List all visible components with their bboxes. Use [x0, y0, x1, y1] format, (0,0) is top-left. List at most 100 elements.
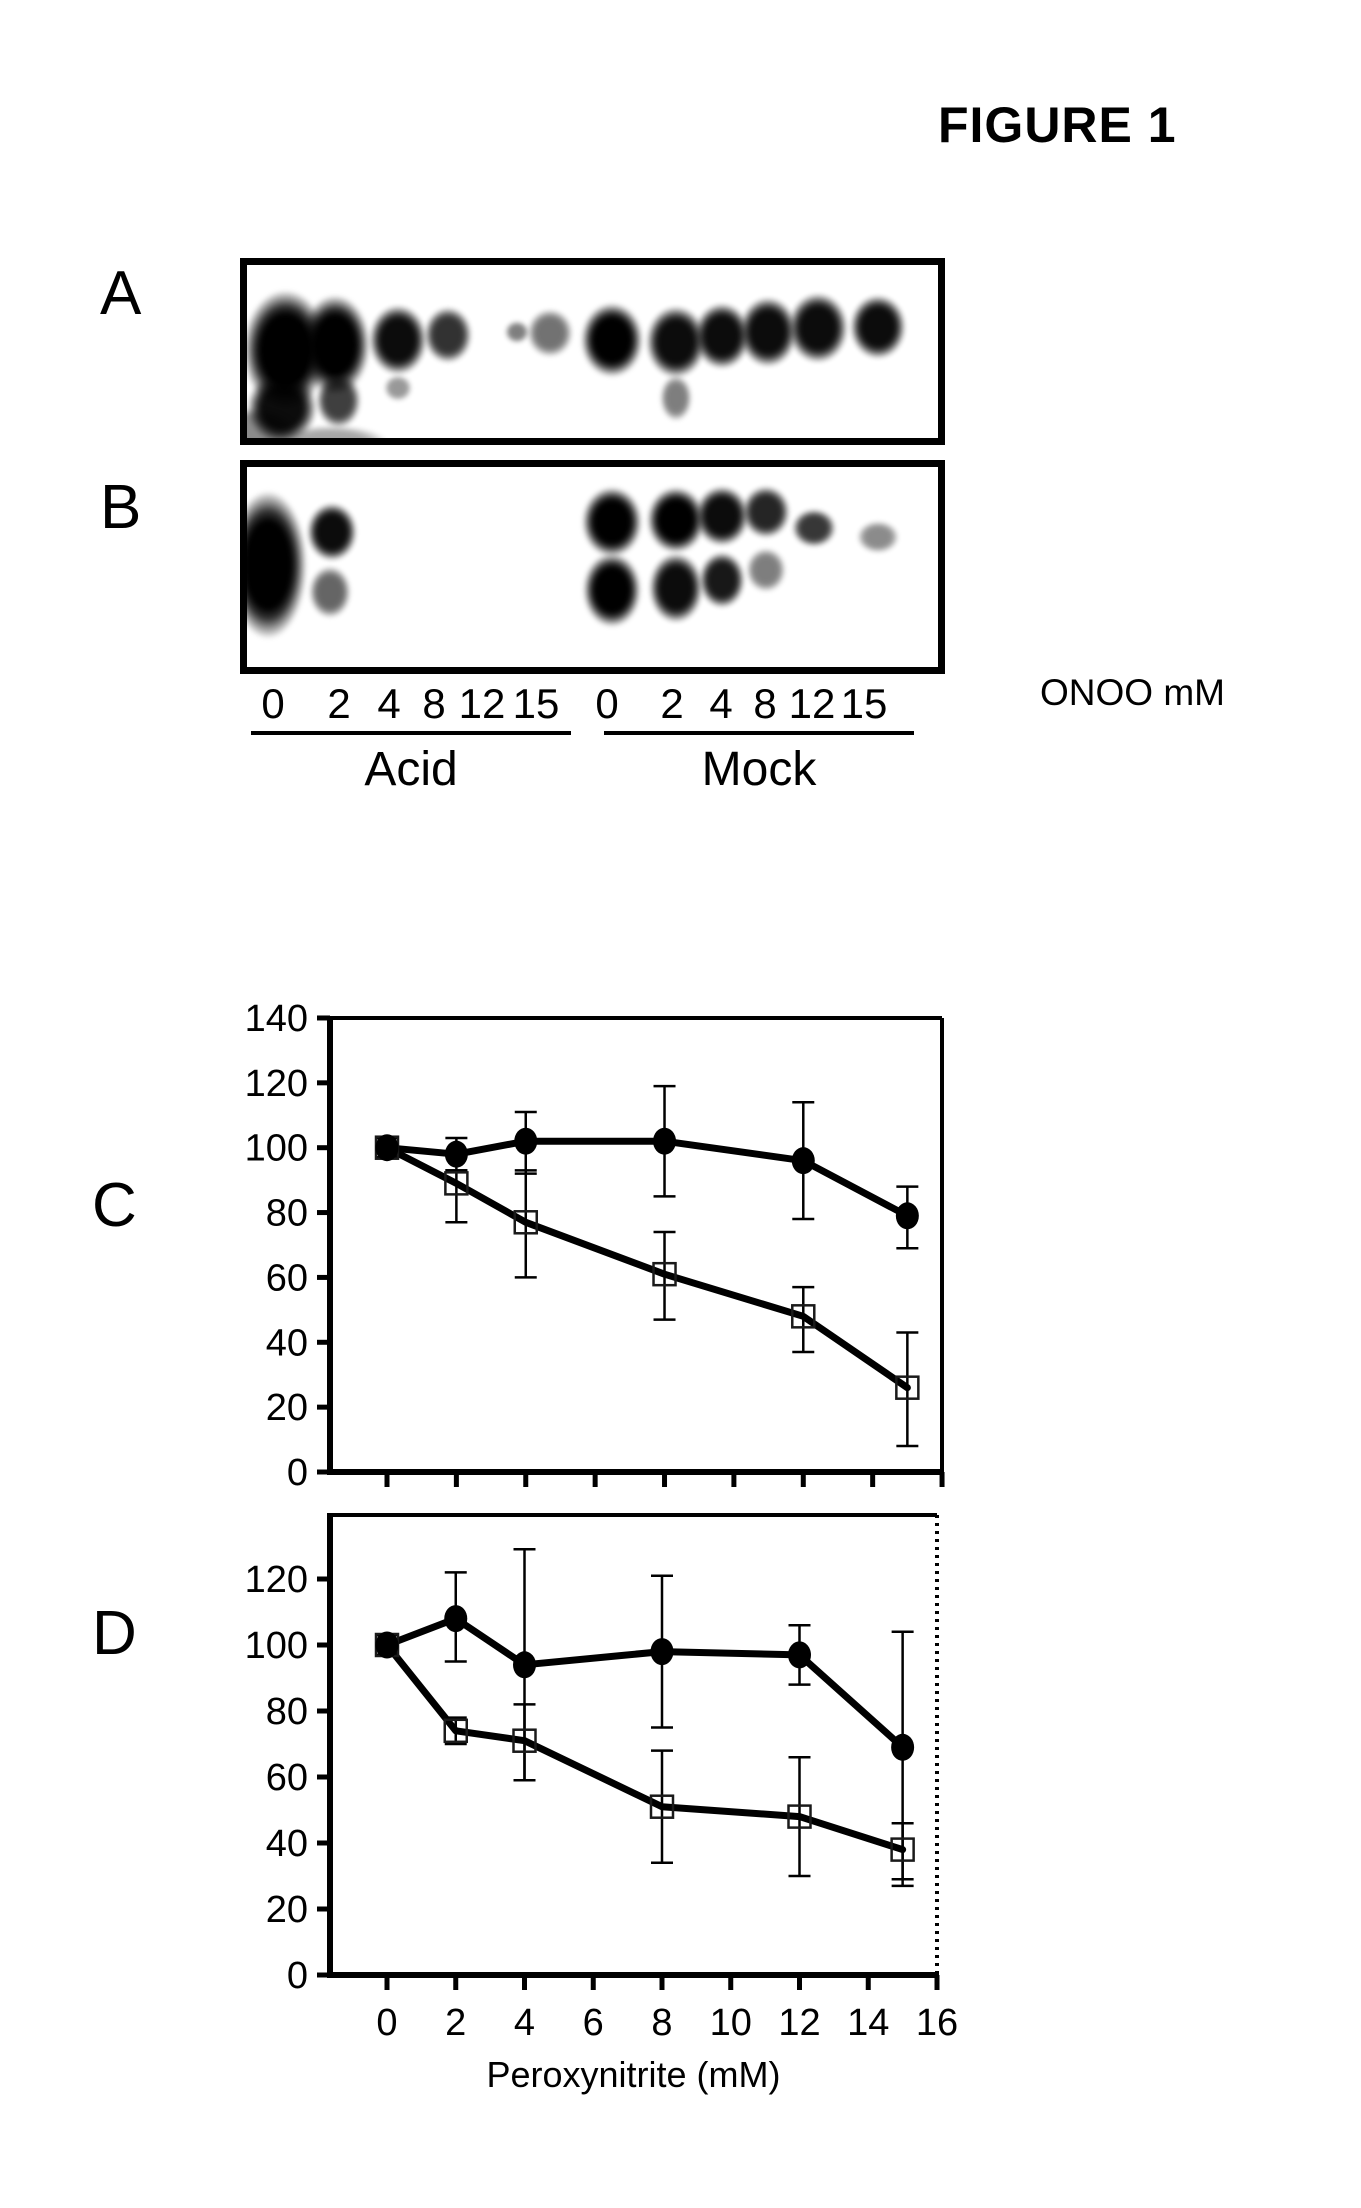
- lane-label-mock-4: 4: [709, 680, 733, 727]
- lane-label-acid-12: 12: [458, 680, 506, 727]
- lane-label-acid-2: 2: [327, 680, 351, 727]
- x-tick-label: 2: [445, 2002, 466, 2044]
- acid-group-line: [251, 731, 571, 735]
- open-square-marker: [890, 1837, 915, 1862]
- blot-spot: [424, 307, 472, 363]
- open-square-marker: [895, 1375, 920, 1400]
- x-tick-label: 12: [778, 2002, 820, 2044]
- x-tick-label: 8: [651, 2002, 672, 2044]
- open-square-series-line: [383, 1144, 911, 1392]
- blot-spot: [384, 375, 412, 401]
- panel-d-label: D: [92, 1599, 137, 1668]
- lane-label-mock-8: 8: [753, 680, 777, 727]
- y-tick-label: 40: [266, 1322, 308, 1364]
- open-square-marker: [444, 1171, 469, 1196]
- onoo-unit-label: ONOO mM: [1040, 672, 1225, 713]
- blot-spot: [850, 295, 906, 359]
- panel-b-label: B: [100, 473, 142, 542]
- lane-label-mock-15: 15: [840, 680, 888, 727]
- y-tick-label: 20: [266, 1889, 308, 1931]
- open-square-marker: [652, 1261, 677, 1287]
- open-square-marker: [649, 1794, 675, 1819]
- filled-circle-marker: [513, 1651, 536, 1679]
- filled-circle-marker: [891, 1733, 915, 1761]
- blot-spot: [272, 424, 388, 438]
- open-square-marker: [787, 1804, 812, 1829]
- y-tick-label: 20: [266, 1387, 308, 1429]
- y-tick-label: 0: [287, 1452, 308, 1494]
- blot-panel-b: [240, 460, 945, 674]
- blot-spot: [581, 303, 643, 377]
- blot-spot: [527, 309, 573, 357]
- open-square-series-line: [383, 1641, 907, 1854]
- blot-panel-a: [240, 258, 945, 445]
- lane-label-acid-15: 15: [512, 680, 560, 727]
- blot-spot: [247, 373, 317, 438]
- blot-spot: [649, 553, 703, 623]
- y-tick-label: 100: [245, 1128, 308, 1170]
- filled-circle-marker: [444, 1140, 468, 1168]
- blot-spot: [739, 297, 797, 367]
- y-tick-label: 0: [287, 1955, 308, 1997]
- blot-spot: [315, 372, 361, 428]
- lane-labels-row: 0 2 4 8 12 15 0 2 4 8 12 15: [0, 680, 1361, 727]
- y-tick-label: 120: [245, 1063, 308, 1105]
- figure-title: FIGURE 1: [938, 97, 1177, 153]
- blot-spot: [583, 553, 641, 627]
- x-tick-label: 14: [847, 2002, 889, 2044]
- filled-circle-marker: [895, 1202, 919, 1230]
- open-square-marker: [512, 1728, 537, 1753]
- blot-spot: [857, 521, 899, 553]
- filled-circle-marker: [653, 1127, 677, 1155]
- x-axis-title: Peroxynitrite (mM): [486, 2054, 780, 2095]
- chart-panel-d: 0 20 40 60 80 100 120 0 2 4 6 8 10 12 14 16 Peroxynitrit…: [245, 1513, 958, 2095]
- mock-group-line: [604, 731, 914, 735]
- y-tick-label: 60: [266, 1257, 308, 1299]
- x-tick-label: 16: [916, 2002, 958, 2044]
- y-tick-label: 80: [266, 1193, 308, 1235]
- blot-spot: [699, 552, 745, 608]
- open-square-marker: [791, 1304, 816, 1329]
- lane-label-acid-0: 0: [261, 680, 285, 727]
- x-tick-label: 0: [376, 2002, 397, 2044]
- filled-circle-marker: [444, 1605, 468, 1633]
- filled-circle-marker: [788, 1641, 811, 1669]
- x-tick-label: 4: [514, 2002, 535, 2044]
- chart-panel-c: 0 20 40 60 80 100 120 140: [245, 1000, 945, 1494]
- y-tick-label: 80: [266, 1691, 308, 1733]
- blot-spot: [695, 486, 749, 546]
- blot-spot: [307, 503, 357, 561]
- blot-spot: [660, 375, 692, 421]
- lane-label-acid-8: 8: [422, 680, 446, 727]
- lane-label-acid-4: 4: [377, 680, 401, 727]
- blot-spot: [582, 487, 642, 557]
- y-tick-label: 140: [245, 1000, 308, 1040]
- y-tick-label: 40: [266, 1823, 308, 1865]
- blot-spot: [792, 509, 836, 547]
- acid-group-label: Acid: [364, 743, 458, 796]
- blot-spot: [742, 486, 790, 538]
- y-tick-label: 60: [266, 1757, 308, 1799]
- open-square-marker: [513, 1210, 539, 1235]
- filled-circle-marker: [375, 1631, 399, 1659]
- lane-label-mock-0: 0: [595, 680, 619, 727]
- panel-a-label: A: [100, 259, 142, 328]
- panel-c-label: C: [92, 1171, 137, 1240]
- blot-spot: [309, 566, 351, 618]
- blot-spot: [788, 293, 848, 363]
- open-square-marker: [443, 1718, 468, 1744]
- filled-circle-series-line: [383, 1615, 907, 1751]
- blot-spot: [505, 321, 529, 343]
- blot-spot: [746, 548, 786, 592]
- y-tick-label: 100: [245, 1625, 308, 1667]
- y-tick-label: 120: [245, 1559, 308, 1601]
- blot-spot: [247, 491, 307, 639]
- filled-circle-marker: [650, 1638, 674, 1666]
- lane-label-mock-12: 12: [788, 680, 836, 727]
- lane-label-mock-2: 2: [660, 680, 684, 727]
- x-tick-label: 10: [710, 2002, 752, 2044]
- mock-group-label: Mock: [701, 743, 817, 796]
- filled-circle-marker: [375, 1134, 399, 1162]
- filled-circle-marker: [791, 1147, 815, 1175]
